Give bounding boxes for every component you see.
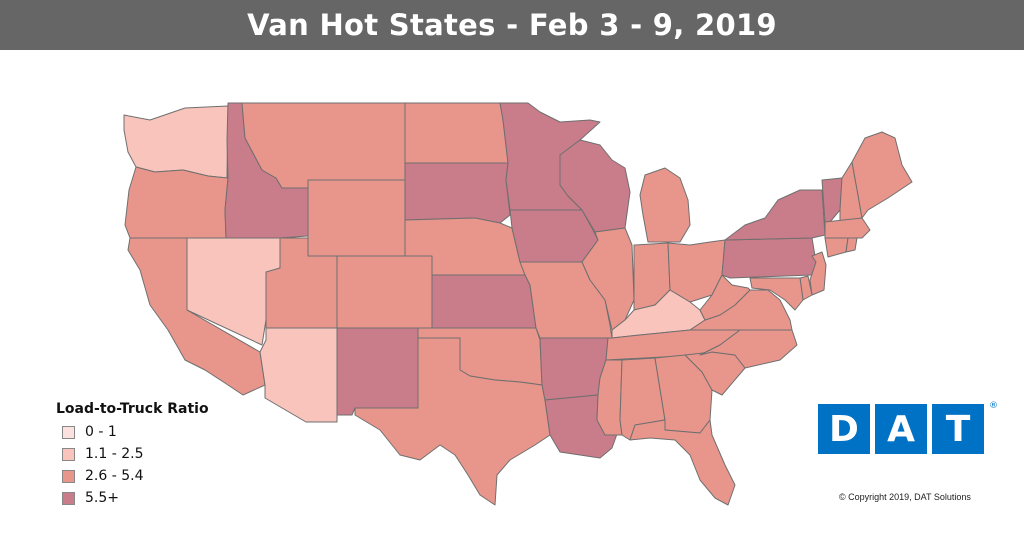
logo-letter: T: [932, 404, 984, 454]
state-WV[interactable]: [699, 274, 751, 321]
state-CA[interactable]: [127, 237, 266, 396]
state-IA[interactable]: [509, 209, 599, 263]
copyright-text: © Copyright 2019, DAT Solutions: [839, 492, 971, 502]
legend-item: 2.6 - 5.4: [56, 465, 209, 487]
state-KS[interactable]: [431, 274, 537, 329]
state-ME[interactable]: [851, 131, 913, 219]
dat-logo: D A T ®: [818, 401, 998, 454]
state-CO[interactable]: [336, 255, 433, 329]
us-states-map: [123, 102, 913, 506]
state-NY[interactable]: [724, 189, 826, 241]
state-WA[interactable]: [123, 105, 229, 179]
state-ND[interactable]: [404, 102, 509, 164]
state-RI[interactable]: [845, 237, 858, 253]
state-SD[interactable]: [404, 162, 511, 224]
logo-letter: A: [875, 404, 927, 454]
legend-item: 1.1 - 2.5: [56, 443, 209, 465]
state-AZ[interactable]: [259, 327, 338, 423]
legend-swatch: [62, 491, 75, 505]
state-WY[interactable]: [307, 179, 406, 257]
title-bar: Van Hot States - Feb 3 - 9, 2019: [0, 0, 1024, 50]
legend-item: 5.5+: [56, 487, 209, 509]
state-MI[interactable]: [639, 167, 691, 243]
state-CT[interactable]: [824, 237, 849, 258]
logo-letter: D: [818, 404, 870, 454]
state-NJ[interactable]: [809, 251, 827, 296]
state-NC[interactable]: [699, 329, 798, 369]
legend-swatch: [62, 447, 75, 461]
state-OR[interactable]: [124, 166, 229, 239]
legend-title: Load-to-Truck Ratio: [56, 401, 209, 417]
state-NM[interactable]: [336, 327, 419, 416]
state-PA[interactable]: [721, 237, 817, 279]
legend: Load-to-Truck Ratio 0 - 1 1.1 - 2.5 2.6 …: [56, 401, 209, 509]
map-title: Van Hot States - Feb 3 - 9, 2019: [247, 8, 777, 42]
legend-item: 0 - 1: [56, 421, 209, 443]
registered-mark: ®: [989, 401, 998, 411]
legend-label: 5.5+: [85, 490, 119, 506]
state-MA[interactable]: [824, 217, 871, 239]
state-AR[interactable]: [539, 337, 609, 401]
legend-label: 2.6 - 5.4: [85, 468, 144, 484]
legend-label: 1.1 - 2.5: [85, 446, 144, 462]
state-TX[interactable]: [354, 337, 551, 506]
legend-swatch: [62, 425, 75, 439]
legend-label: 0 - 1: [85, 424, 117, 440]
state-VT[interactable]: [821, 177, 843, 223]
state-MD[interactable]: [749, 277, 804, 311]
legend-swatch: [62, 469, 75, 483]
state-FL[interactable]: [629, 419, 736, 506]
state-WI[interactable]: [559, 139, 631, 233]
